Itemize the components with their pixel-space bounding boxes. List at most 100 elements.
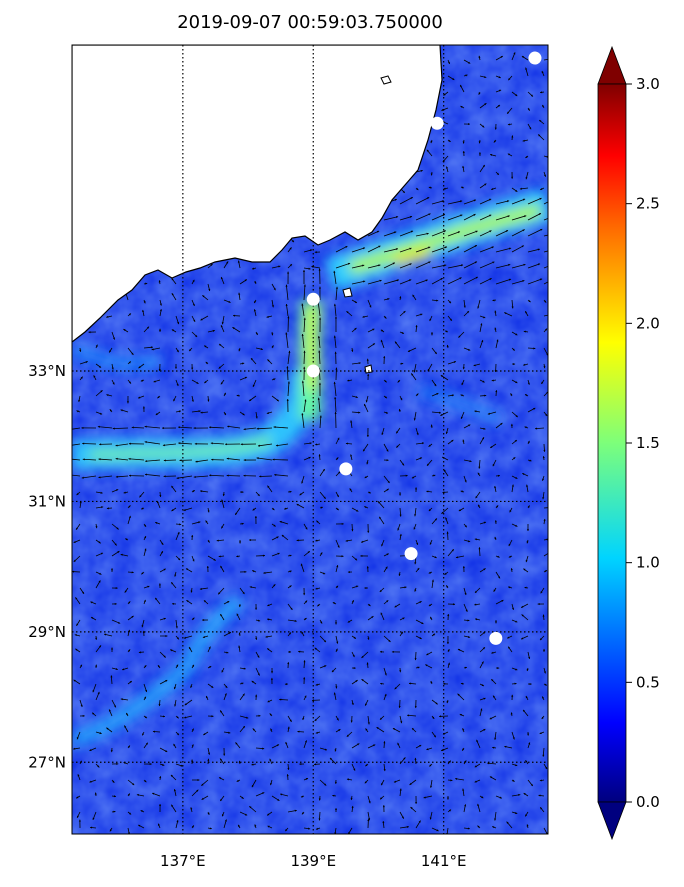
arrow-head (508, 78, 511, 81)
arrow-head (153, 380, 156, 383)
arrow-head (538, 213, 541, 216)
arrow-head (335, 648, 338, 651)
figure-title: 2019-09-07 00:59:03.750000 (177, 12, 443, 33)
arrow-head (380, 797, 383, 800)
arrow-head (376, 230, 380, 233)
island (364, 364, 373, 374)
arrow-head (221, 322, 224, 325)
arrow-head (232, 327, 235, 330)
arrow-head (525, 311, 528, 314)
arrow-head (451, 549, 454, 552)
arrow-head (301, 380, 304, 383)
arrow-head (451, 394, 454, 397)
arrow-head (260, 348, 263, 351)
arrow-head (100, 390, 103, 393)
arrow-head (469, 460, 472, 463)
arrow-head (333, 270, 336, 273)
arrow-head (429, 318, 432, 322)
arrow-head (141, 507, 144, 510)
velocity-arrow (495, 278, 512, 285)
arrow-head (462, 141, 465, 144)
arrow-head (538, 794, 541, 797)
arrow-head (304, 740, 307, 743)
arrow-head (272, 508, 275, 511)
arrow-head (459, 277, 462, 280)
arrow-head (481, 661, 484, 664)
velocity-arrow (72, 458, 81, 461)
velocity-arrow (303, 284, 306, 301)
arrow-head (556, 262, 558, 264)
arrow-head (421, 622, 424, 624)
arrow-head (399, 514, 402, 517)
velocity-arrow (543, 234, 548, 237)
velocity-arrow (543, 265, 548, 269)
arrow-head (429, 817, 432, 820)
arrow-head (163, 655, 166, 658)
arrow-head (400, 398, 403, 401)
arrow-head (109, 409, 112, 412)
arrow-head (428, 213, 431, 216)
arrow-head (350, 797, 353, 801)
arrow-head (549, 507, 551, 509)
arrow-head (522, 473, 525, 476)
arrow-head (114, 602, 117, 605)
arrow-head (223, 753, 226, 756)
velocity-arrow (333, 270, 337, 285)
velocity-arrow (226, 475, 241, 477)
arrow-head (426, 748, 429, 751)
arrow-head (157, 665, 160, 668)
arrow-head (448, 301, 451, 304)
arrow-head (334, 622, 338, 625)
velocity-arrow (399, 216, 413, 221)
arrow-head (99, 572, 102, 575)
arrow-head (220, 798, 223, 802)
arrow-head (109, 350, 112, 353)
arrow-head (241, 682, 244, 685)
arrow-head (162, 715, 165, 718)
arrow-head (410, 230, 414, 233)
velocity-arrow (72, 427, 81, 430)
arrow-head (221, 499, 224, 502)
arrow-head (257, 673, 260, 676)
arrow-head (360, 554, 363, 558)
arrow-head (92, 712, 95, 715)
arrow-head (446, 797, 450, 800)
arrow-head (259, 475, 262, 478)
arrow-head (539, 732, 542, 735)
arrow-head (132, 783, 135, 786)
arrow-head (379, 717, 383, 720)
arrow-head (255, 416, 258, 419)
velocity-arrow (367, 279, 382, 285)
arrow-head (76, 796, 79, 799)
station-marker (404, 547, 418, 561)
arrow-head (474, 780, 477, 783)
arrow-head (515, 668, 518, 671)
arrow-head (165, 680, 168, 682)
arrow-head (483, 729, 486, 731)
arrow-head (301, 631, 304, 634)
arrow-head (271, 305, 274, 308)
arrow-head (318, 268, 321, 271)
arrow-head (138, 824, 141, 827)
arrow-head (144, 536, 147, 539)
arrow-head (398, 408, 401, 412)
arrow-head (238, 541, 242, 544)
velocity-arrow (273, 426, 289, 429)
arrow-head (494, 536, 497, 540)
arrow-head (297, 730, 300, 733)
arrow-head (158, 369, 161, 372)
map-frame (71, 44, 549, 835)
arrow-head (98, 365, 102, 368)
arrow-head (334, 316, 338, 319)
arrow-head (417, 567, 420, 571)
arrow-head (449, 318, 452, 321)
arrow-head (540, 187, 543, 190)
arrow-head (494, 818, 497, 821)
arrow-head (138, 651, 141, 654)
arrow-head (494, 485, 497, 489)
arrow-head (484, 103, 487, 106)
arrow-head (525, 814, 528, 817)
arrow-head (78, 819, 81, 822)
arrow-head (464, 525, 467, 528)
arrow-head (242, 591, 245, 595)
